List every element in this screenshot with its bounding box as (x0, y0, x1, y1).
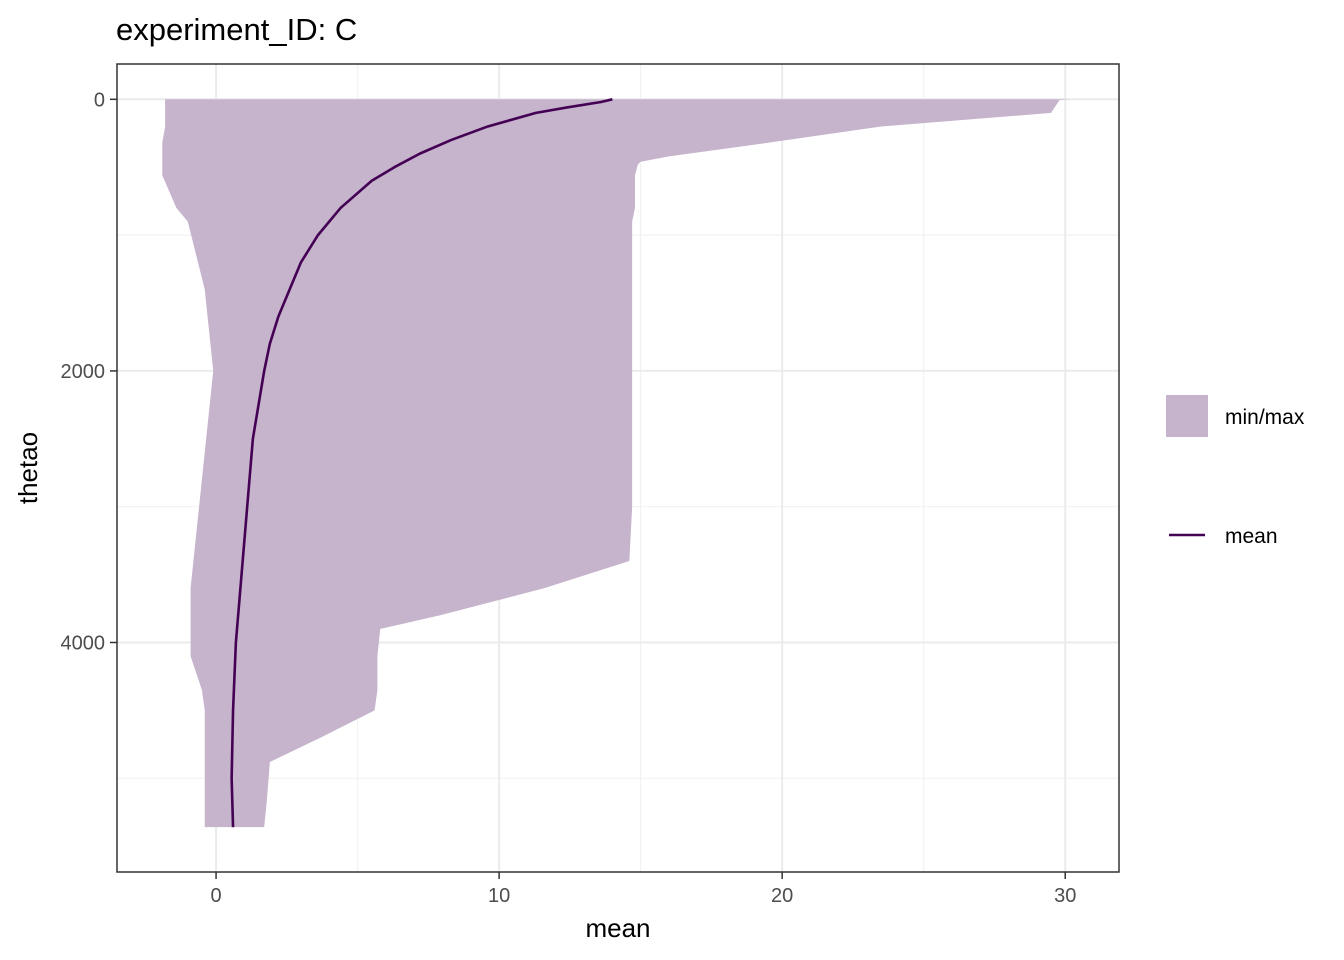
ribbon-layer (162, 99, 1071, 828)
panel-border (116, 63, 1120, 873)
y-axis-title: thetao (13, 432, 43, 504)
series-line-mean (230, 98, 613, 828)
x-tick-label: 30 (1054, 885, 1076, 907)
y-tick-label: 0 (94, 89, 105, 111)
x-tick-label: 10 (488, 885, 510, 907)
x-axis: 0 10 20 30 (211, 872, 1076, 907)
x-tick-label: 20 (771, 885, 793, 907)
legend-label-min-max: min/max (1225, 406, 1305, 429)
legend-key-min-max (1166, 395, 1208, 437)
chart-title: experiment_ID: C (116, 12, 357, 47)
ribbon-min-max (162, 99, 1071, 828)
legend-label-mean: mean (1225, 525, 1278, 548)
y-tick-label: 4000 (61, 633, 106, 655)
y-axis: 0 2000 4000 (61, 89, 117, 655)
line-layer (230, 98, 613, 828)
x-axis-title: mean (585, 913, 650, 943)
legend: min/max mean (1166, 395, 1305, 548)
plot-panel (116, 63, 1120, 873)
x-tick-label: 0 (211, 885, 222, 907)
y-tick-label: 2000 (61, 361, 106, 383)
